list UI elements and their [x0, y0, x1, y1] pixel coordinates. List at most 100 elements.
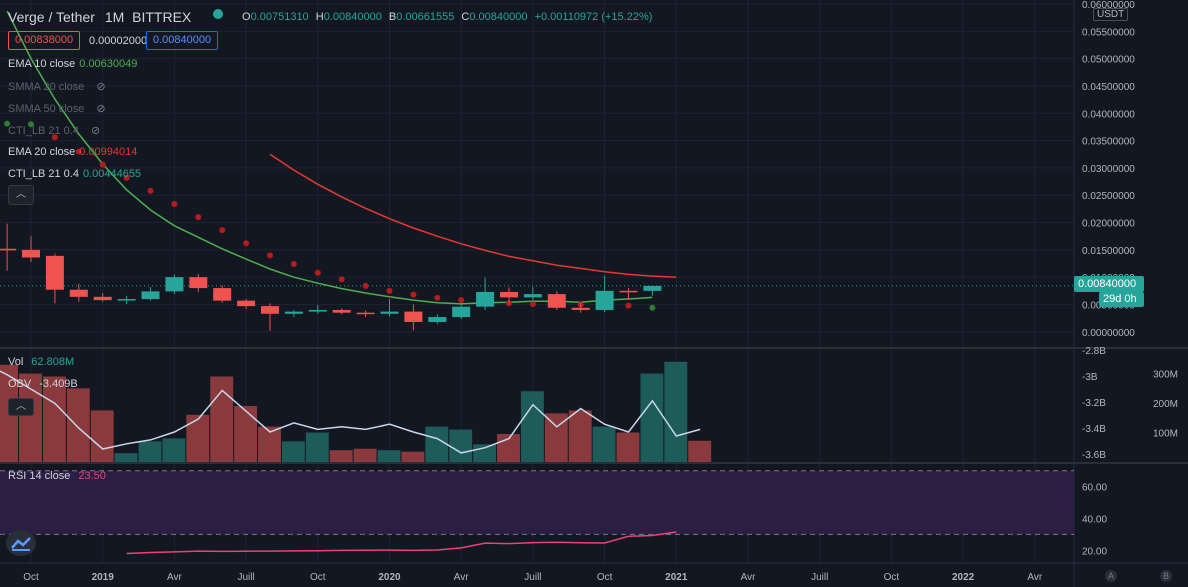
rsi-tick-label: 20.00: [1082, 546, 1107, 557]
candle-body: [284, 311, 303, 314]
price-pane: [0, 10, 1074, 331]
cti-dot: [171, 200, 178, 207]
volume-bar: [210, 376, 234, 462]
volume-bar: [162, 438, 186, 462]
candle-body: [189, 277, 208, 289]
candle-body: [117, 299, 136, 301]
volume-bar: [473, 444, 497, 462]
sell-button[interactable]: 0.00838000: [8, 31, 81, 50]
obv-tick-label: -3.6B: [1082, 450, 1106, 461]
time-tick-label: Juill: [237, 572, 254, 583]
rsi-tick-label: 60.00: [1082, 483, 1107, 494]
high-value: 0.00840000: [323, 11, 382, 23]
time-tick-label: Oct: [884, 572, 900, 583]
time-tick-label: 2021: [665, 572, 688, 583]
market-status-icon: [213, 9, 223, 19]
rsi-legend[interactable]: RSI 14 close 23.50: [8, 470, 106, 482]
price-tick-label: 0.06000000: [1082, 0, 1135, 11]
time-tick-label: Oct: [310, 572, 326, 583]
volume-pane: [0, 361, 712, 462]
spread-value: 0.00002000: [89, 35, 148, 47]
candle-body: [428, 317, 447, 322]
close-value: 0.00840000: [469, 11, 528, 23]
volume-bar: [401, 451, 425, 462]
obv-tick-label: -2.8B: [1082, 346, 1106, 357]
time-tick-label: Oct: [23, 572, 39, 583]
price-tick-label: 0.04500000: [1082, 82, 1135, 93]
volume-bar: [305, 432, 329, 462]
volume-legend[interactable]: Vol 62.808M: [8, 356, 75, 368]
collapse-volume-legend-button[interactable]: ︿: [8, 398, 34, 416]
price-tick-label: 0.05500000: [1082, 27, 1135, 38]
indicator-smma20[interactable]: SMMA 20 close ⊘: [8, 80, 106, 94]
volume-bar: [329, 450, 353, 462]
indicator-cti-hidden[interactable]: CTI_LB 21 0.4 ⊘: [8, 124, 101, 138]
rsi-tick-label: 40.00: [1082, 514, 1107, 525]
currency-label[interactable]: USDT: [1093, 8, 1129, 21]
price-tick-label: 0.05000000: [1082, 55, 1135, 66]
hidden-eye-icon[interactable]: ⊘: [96, 103, 106, 115]
indicator-cti[interactable]: CTI_LB 21 0.4 0.00444655: [8, 168, 142, 180]
collapse-legend-button[interactable]: ︿: [8, 185, 34, 205]
candle-body: [165, 277, 184, 292]
cti-dot: [147, 187, 154, 194]
hidden-eye-icon[interactable]: ⊘: [90, 125, 101, 137]
obv-line: [0, 370, 701, 454]
obv-tick-label: -3.4B: [1082, 424, 1106, 435]
obv-tick-label: -3.2B: [1082, 398, 1106, 409]
price-tick-label: 0.00000000: [1082, 328, 1135, 339]
candle-body: [619, 290, 638, 293]
volume-bar: [592, 426, 616, 462]
low-value: 0.00661555: [396, 11, 455, 23]
indicator-ema20[interactable]: EMA 20 close 0.00994014: [8, 146, 138, 158]
candle-body: [141, 291, 160, 300]
time-tick-label: Avr: [741, 572, 756, 583]
volume-bar: [281, 441, 305, 462]
cti-dot: [529, 300, 536, 307]
obv-legend[interactable]: OBV -3.409B: [8, 378, 78, 390]
rsi-line: [126, 531, 677, 555]
cti-dot: [362, 282, 369, 289]
cti-dot: [123, 174, 130, 181]
cti-dot: [338, 276, 345, 283]
candle-body: [500, 291, 518, 298]
cti-dot: [4, 120, 11, 127]
cti-dot: [219, 227, 226, 234]
time-tick-label: Juill: [811, 572, 828, 583]
tradingview-logo[interactable]: [6, 530, 36, 556]
cti-dot: [649, 304, 656, 311]
volume-bar: [664, 361, 688, 462]
cti-dot: [458, 297, 465, 304]
volume-bar: [66, 388, 90, 462]
auto-scale-button[interactable]: A: [1105, 570, 1117, 582]
buy-button[interactable]: 0.00840000: [146, 31, 219, 50]
rsi-band: [0, 470, 1074, 535]
volume-bar: [138, 441, 162, 462]
logo-icon: [11, 537, 31, 551]
indicator-smma50[interactable]: SMMA 50 close ⊘: [8, 102, 106, 116]
ema20-line: [269, 153, 677, 278]
candle-body: [547, 294, 566, 308]
candle-body: [69, 289, 88, 297]
hidden-eye-icon[interactable]: ⊘: [96, 81, 106, 93]
volume-bar: [377, 450, 401, 462]
volume-tick-label: 300M: [1153, 370, 1178, 381]
volume-bar: [19, 373, 42, 462]
cti-dot: [51, 134, 58, 141]
log-scale-button[interactable]: B: [1160, 570, 1172, 582]
last-price-label: 0.00840000: [1074, 276, 1144, 292]
cti-dot: [75, 148, 82, 155]
volume-bar: [520, 391, 544, 462]
candle-body: [332, 309, 351, 313]
volume-tick-label: 200M: [1153, 399, 1178, 410]
candle-body: [213, 288, 232, 301]
candle-body: [237, 300, 256, 307]
cti-dot: [625, 302, 632, 309]
symbol-title[interactable]: Verge / Tether 1M BITTREX: [8, 9, 191, 25]
indicator-ema10[interactable]: EMA 10 close 0.00630049: [8, 58, 138, 70]
chevron-up-icon: ︿: [16, 189, 26, 200]
time-tick-label: Juill: [524, 572, 541, 583]
chevron-up-icon: ︿: [16, 401, 26, 412]
axes: 60.00 40.00 20.00 -2.8B -3B -3.2B -3.4B -3.6B 30…: [23, 0, 1178, 583]
